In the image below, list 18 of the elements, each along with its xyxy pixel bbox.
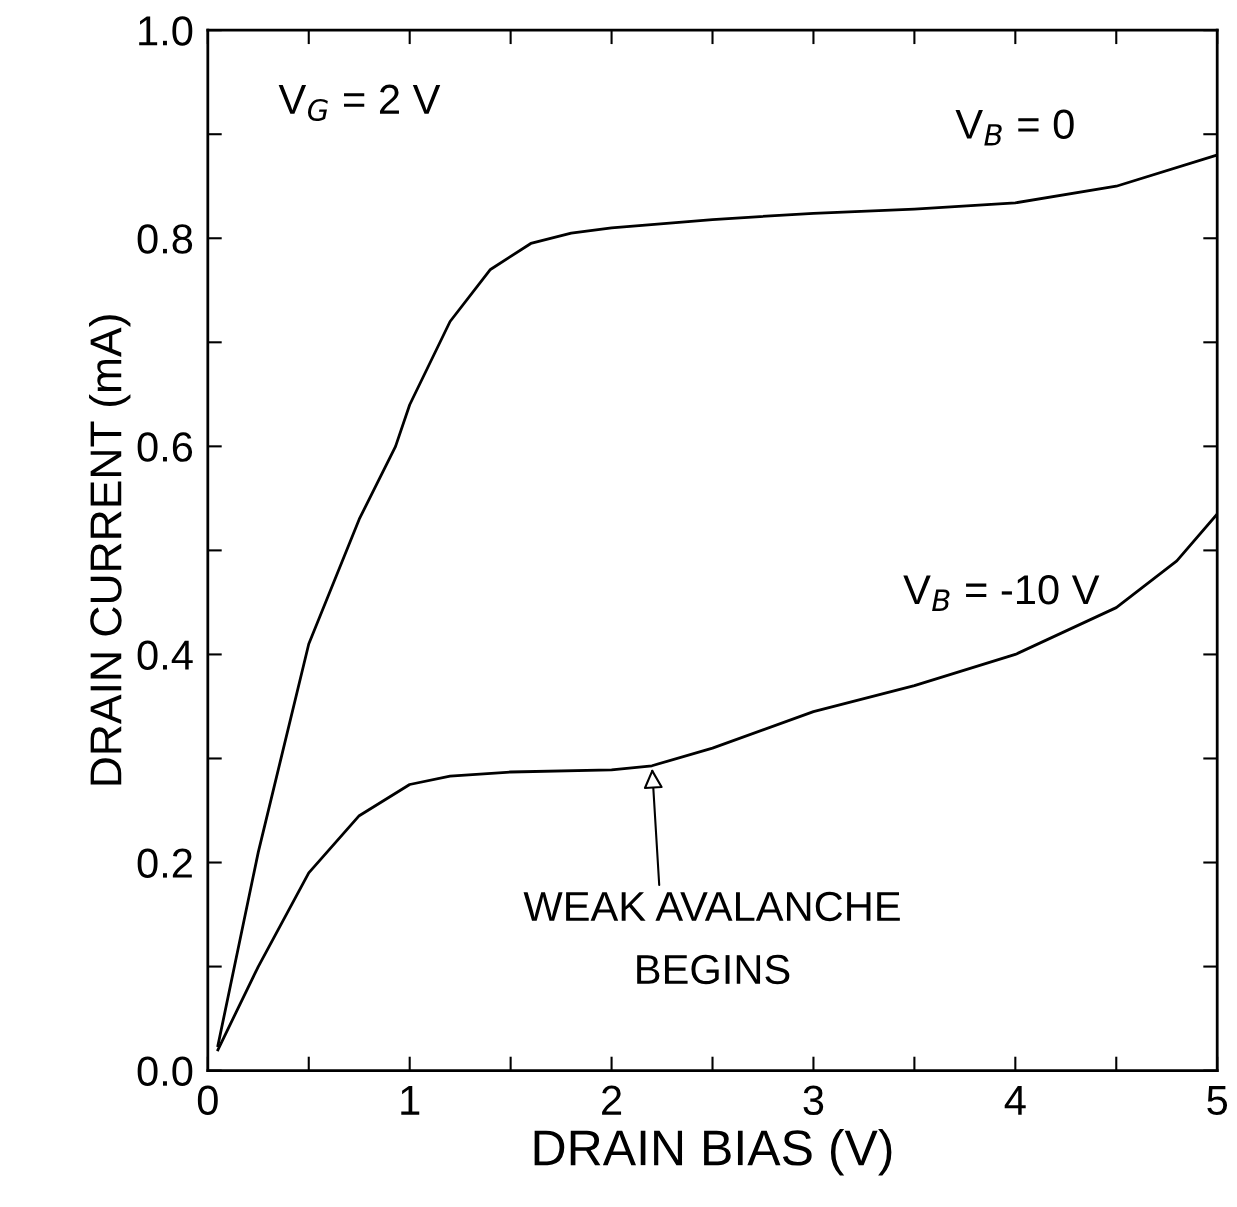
y-tick-label: 1.0 bbox=[139, 16, 193, 46]
y-tick-label: 0.2 bbox=[137, 848, 192, 879]
x-tick-label: 5 bbox=[1207, 1086, 1228, 1116]
x-tick-label: 0 bbox=[197, 1085, 218, 1116]
y-tick-label: 0.0 bbox=[137, 1056, 193, 1087]
series-label: V$_{B}$ = -10 V bbox=[903, 574, 1100, 611]
series-label: V$_{B}$ = 0 bbox=[955, 109, 1074, 146]
annotation: V$_{G}$ = 2 V bbox=[278, 84, 441, 121]
x-tick-label: 2 bbox=[602, 1085, 622, 1115]
y-tick-label: 0.8 bbox=[137, 224, 193, 254]
annotation: WEAK AVALANCHE BEGINS bbox=[523, 891, 900, 985]
x-tick-label: 1 bbox=[401, 1086, 420, 1115]
x-axis-title: DRAIN BIAS (V) bbox=[534, 1128, 892, 1176]
x-tick-label: 3 bbox=[803, 1085, 824, 1116]
y-axis-title: DRAIN CURRENT (mA) bbox=[89, 315, 131, 785]
y-tick-label: 0.4 bbox=[137, 640, 193, 670]
y-tick-label: 0.6 bbox=[137, 432, 193, 462]
x-tick-label: 4 bbox=[1004, 1086, 1026, 1115]
